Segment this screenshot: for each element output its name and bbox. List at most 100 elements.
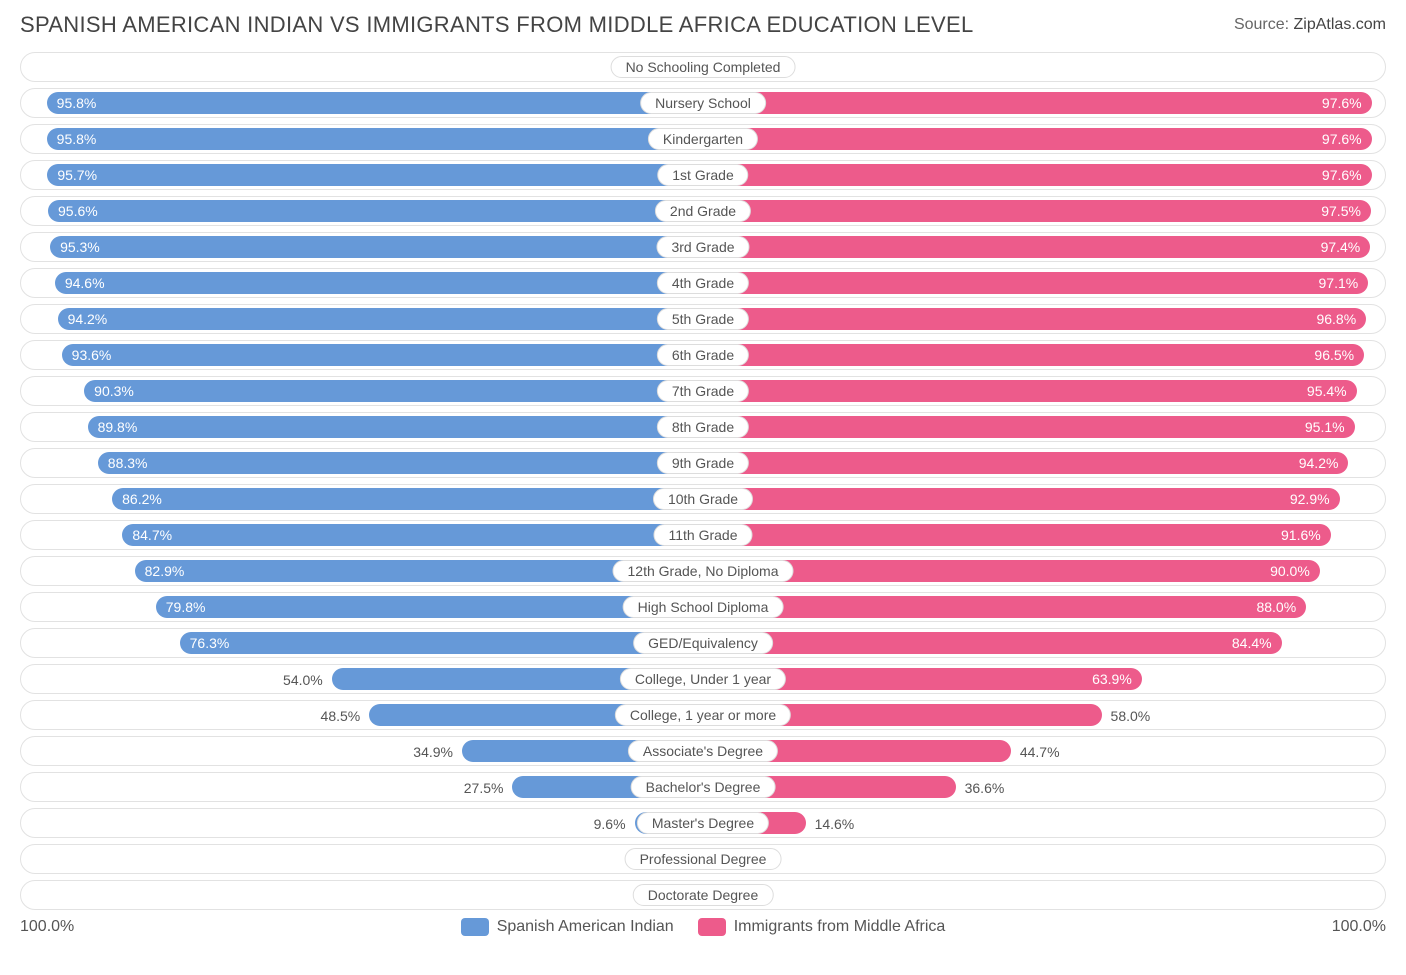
right-bar: 88.0%	[706, 596, 1306, 618]
row-left-half: 27.5%	[21, 773, 703, 801]
right-value: 58.0%	[1111, 701, 1151, 731]
category-label: 8th Grade	[657, 416, 749, 438]
row-left-half: 4.2%	[21, 53, 703, 81]
right-value: 95.1%	[1305, 419, 1345, 435]
row-left-half: 95.3%	[21, 233, 703, 261]
row-left-half: 48.5%	[21, 701, 703, 729]
chart-row: 48.5%58.0%College, 1 year or more	[20, 700, 1386, 730]
chart-container: SPANISH AMERICAN INDIAN VS IMMIGRANTS FR…	[0, 0, 1406, 975]
row-right-half: 96.5%	[703, 341, 1385, 369]
legend-swatch-right	[698, 918, 726, 936]
row-right-half: 97.6%	[703, 125, 1385, 153]
row-right-half: 97.4%	[703, 233, 1385, 261]
right-value: 88.0%	[1256, 599, 1296, 615]
row-right-half: 97.5%	[703, 197, 1385, 225]
chart-row: 95.7% 97.6% 1st Grade	[20, 160, 1386, 190]
row-right-half: 94.2%	[703, 449, 1385, 477]
left-value: 54.0%	[283, 665, 323, 695]
category-label: Doctorate Degree	[633, 884, 774, 906]
row-left-half: 9.6%	[21, 809, 703, 837]
left-value: 34.9%	[413, 737, 453, 767]
left-value: 76.3%	[190, 635, 230, 651]
category-label: Bachelor's Degree	[631, 776, 776, 798]
left-bar: 84.7%	[122, 524, 700, 546]
right-value: 97.6%	[1322, 95, 1362, 111]
row-left-half: 86.2%	[21, 485, 703, 513]
left-value: 90.3%	[94, 383, 134, 399]
right-value: 97.4%	[1321, 239, 1361, 255]
row-right-half: 1.9%	[703, 881, 1385, 909]
source-label: Source:	[1234, 16, 1289, 33]
category-label: 3rd Grade	[656, 236, 749, 258]
left-value: 88.3%	[108, 455, 148, 471]
left-value: 9.6%	[594, 809, 626, 839]
left-bar: 89.8%	[88, 416, 700, 438]
row-left-half: 34.9%	[21, 737, 703, 765]
chart-row: 76.3% 84.4% GED/Equivalency	[20, 628, 1386, 658]
chart-row: 88.3%94.2%9th Grade	[20, 448, 1386, 478]
chart-row: 54.0%63.9%College, Under 1 year	[20, 664, 1386, 694]
right-value: 44.7%	[1020, 737, 1060, 767]
left-bar: 95.8%	[47, 128, 700, 150]
right-value: 90.0%	[1270, 563, 1310, 579]
chart-row: 95.8%97.6%Kindergarten	[20, 124, 1386, 154]
left-value: 95.3%	[60, 239, 100, 255]
row-left-half: 90.3%	[21, 377, 703, 405]
left-bar: 90.3%	[84, 380, 700, 402]
right-value: 14.6%	[815, 809, 855, 839]
chart-row: 27.5%36.6%Bachelor's Degree	[20, 772, 1386, 802]
left-value: 95.6%	[58, 203, 98, 219]
category-label: Master's Degree	[637, 812, 769, 834]
chart-row: 94.6%97.1%4th Grade	[20, 268, 1386, 298]
chart-row: 95.3% 97.4% 3rd Grade	[20, 232, 1386, 262]
category-label: 2nd Grade	[655, 200, 751, 222]
right-bar: 90.0%	[706, 560, 1320, 582]
category-label: GED/Equivalency	[633, 632, 773, 654]
chart-row: 86.2%92.9%10th Grade	[20, 484, 1386, 514]
right-bar: 94.2%	[706, 452, 1348, 474]
right-bar: 95.4%	[706, 380, 1357, 402]
chart-rows: 4.2%2.4%No Schooling Completed95.8%97.6%…	[20, 52, 1386, 910]
left-value: 94.6%	[65, 275, 105, 291]
chart-row: 2.7%4.2%Professional Degree	[20, 844, 1386, 874]
left-bar: 95.7%	[47, 164, 700, 186]
left-bar: 94.2%	[58, 308, 700, 330]
chart-row: 34.9%44.7%Associate's Degree	[20, 736, 1386, 766]
left-value: 86.2%	[122, 491, 162, 507]
chart-row: 79.8%88.0%High School Diploma	[20, 592, 1386, 622]
left-bar: 95.3%	[50, 236, 700, 258]
row-right-half: 90.0%	[703, 557, 1385, 585]
row-right-half: 58.0%	[703, 701, 1385, 729]
right-value: 84.4%	[1232, 635, 1272, 651]
row-right-half: 92.9%	[703, 485, 1385, 513]
category-label: 1st Grade	[657, 164, 748, 186]
right-value: 96.5%	[1314, 347, 1354, 363]
right-value: 96.8%	[1316, 311, 1356, 327]
row-left-half: 95.7%	[21, 161, 703, 189]
chart-source: Source: ZipAtlas.com	[1234, 16, 1386, 34]
right-value: 97.1%	[1319, 275, 1359, 291]
right-bar: 92.9%	[706, 488, 1340, 510]
category-label: 11th Grade	[653, 524, 752, 546]
row-left-half: 89.8%	[21, 413, 703, 441]
legend-label-right: Immigrants from Middle Africa	[734, 918, 946, 936]
right-bar: 97.6%	[706, 164, 1372, 186]
left-value: 89.8%	[98, 419, 138, 435]
row-left-half: 54.0%	[21, 665, 703, 693]
row-right-half: 88.0%	[703, 593, 1385, 621]
category-label: Kindergarten	[648, 128, 758, 150]
right-bar: 97.6%	[706, 92, 1372, 114]
chart-header: SPANISH AMERICAN INDIAN VS IMMIGRANTS FR…	[20, 12, 1386, 38]
left-value: 94.2%	[68, 311, 108, 327]
row-right-half: 91.6%	[703, 521, 1385, 549]
row-left-half: 95.8%	[21, 125, 703, 153]
chart-row: 89.8% 95.1% 8th Grade	[20, 412, 1386, 442]
category-label: 12th Grade, No Diploma	[613, 560, 794, 582]
row-left-half: 84.7%	[21, 521, 703, 549]
right-value: 97.6%	[1322, 167, 1362, 183]
chart-row: 90.3%95.4%7th Grade	[20, 376, 1386, 406]
row-left-half: 95.8%	[21, 89, 703, 117]
row-right-half: 44.7%	[703, 737, 1385, 765]
row-right-half: 97.6%	[703, 161, 1385, 189]
left-value: 93.6%	[72, 347, 112, 363]
